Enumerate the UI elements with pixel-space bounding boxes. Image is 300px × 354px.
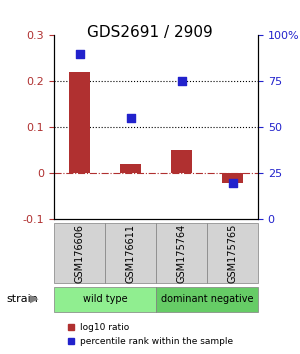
Point: [230, 180, 235, 185]
Point: [128, 115, 133, 121]
Text: GSM175764: GSM175764: [176, 223, 187, 283]
Point: [179, 79, 184, 84]
Bar: [69, 72, 90, 173]
Legend: log10 ratio, percentile rank within the sample: log10 ratio, percentile rank within the …: [63, 320, 237, 349]
Text: dominant negative: dominant negative: [161, 294, 253, 304]
Text: GSM176606: GSM176606: [74, 224, 85, 282]
Text: GDS2691 / 2909: GDS2691 / 2909: [87, 25, 213, 40]
Text: GSM176611: GSM176611: [125, 224, 136, 282]
Text: ▶: ▶: [30, 294, 38, 304]
Text: strain: strain: [6, 294, 38, 304]
Text: GSM175765: GSM175765: [227, 223, 238, 283]
Bar: [171, 150, 192, 173]
Text: wild type: wild type: [83, 294, 127, 304]
Bar: [120, 164, 141, 173]
Bar: [222, 173, 243, 183]
Point: [77, 51, 82, 57]
